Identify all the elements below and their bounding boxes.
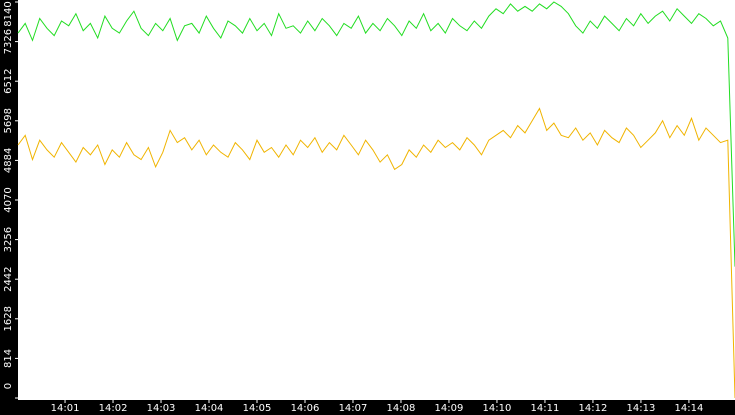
- y-tick-label: 4884: [3, 148, 14, 173]
- x-tick-label: 14:08: [387, 403, 416, 414]
- x-tick-label: 14:07: [339, 403, 368, 414]
- x-tick-label: 14:10: [483, 403, 512, 414]
- y-tick-label: 3256: [3, 227, 14, 252]
- y-tick-label: 1628: [3, 306, 14, 331]
- y-tick-label: 4070: [3, 187, 14, 212]
- y-tick-label: 2442: [3, 266, 14, 291]
- x-tick-label: 14:02: [99, 403, 128, 414]
- y-tick-label: 7326: [3, 29, 14, 54]
- y-tick-label: 8140: [3, 1, 14, 26]
- y-tick-label: 5698: [3, 108, 14, 133]
- x-tick-label: 14:06: [291, 403, 320, 414]
- x-tick-label: 14:01: [51, 403, 80, 414]
- x-tick-label: 14:12: [579, 403, 608, 414]
- y-tick-label: 814: [3, 349, 14, 368]
- y-axis-strip: [0, 0, 18, 415]
- x-tick-label: 14:14: [675, 403, 704, 414]
- x-tick-label: 14:05: [243, 403, 272, 414]
- x-tick-label: 14:11: [531, 403, 560, 414]
- x-axis-strip: [0, 400, 735, 415]
- y-tick-label: 6512: [3, 68, 14, 93]
- y-tick-label: 0: [3, 383, 14, 389]
- x-tick-label: 14:03: [147, 403, 176, 414]
- x-tick-label: 14:04: [195, 403, 224, 414]
- series-line: [17, 1, 735, 267]
- x-tick-label: 14:13: [627, 403, 656, 414]
- series-line: [17, 107, 735, 399]
- x-tick-label: 14:09: [435, 403, 464, 414]
